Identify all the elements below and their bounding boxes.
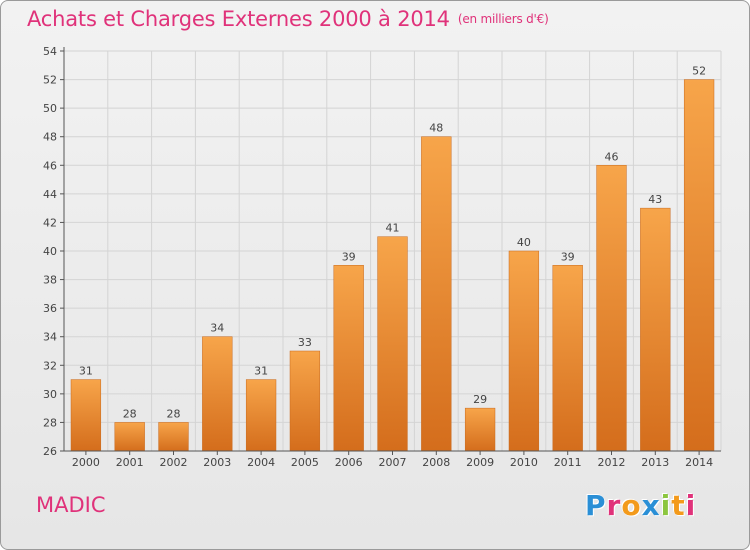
bar [333, 265, 364, 452]
data-label: 39 [342, 250, 356, 263]
x-tick-label: 2012 [598, 456, 626, 469]
data-label: 48 [429, 122, 443, 135]
bar [70, 379, 102, 452]
x-tick-label: 2000 [72, 456, 100, 469]
y-tick-label: 42 [43, 216, 57, 229]
bar [596, 165, 627, 452]
logo-letter: t [671, 489, 686, 522]
data-label: 41 [386, 222, 400, 235]
y-tick-label: 34 [43, 331, 57, 344]
x-tick-label: 2010 [510, 456, 538, 469]
y-tick-label: 28 [43, 416, 57, 429]
data-label: 52 [692, 65, 706, 78]
bar [202, 336, 233, 452]
data-label: 34 [210, 322, 224, 335]
axes: 26 28 30 32 34 36 38 40 42 44 46 48 50 52 54 2000 2001 20… [43, 45, 721, 469]
y-tick-label: 52 [43, 74, 57, 87]
x-tick-label: 2009 [466, 456, 494, 469]
data-label: 28 [123, 407, 137, 420]
bars: 31 28 28 34 31 33 39 41 48 29 40 39 46 43 52 [70, 65, 715, 452]
chart-subtitle: (en milliers d'€) [457, 12, 549, 26]
x-tick-label: 2003 [203, 456, 231, 469]
x-tick-label: 2004 [247, 456, 275, 469]
logo-letter: i [685, 489, 697, 522]
x-tick-label: 2002 [160, 456, 188, 469]
x-tick-label: 2014 [685, 456, 713, 469]
data-label: 29 [473, 393, 487, 406]
y-tick-label: 48 [43, 131, 57, 144]
chart-title: Achats et Charges Externes 2000 à 2014 (e… [27, 7, 549, 31]
logo-letter: i [660, 489, 672, 522]
x-tick-label: 2007 [379, 456, 407, 469]
data-label: 28 [167, 407, 181, 420]
bar [508, 250, 540, 452]
y-tick-label: 40 [43, 245, 57, 258]
y-tick-label: 50 [43, 102, 57, 115]
y-tick-label: 54 [43, 45, 57, 58]
data-label: 33 [298, 336, 312, 349]
x-tick-label: 2011 [554, 456, 582, 469]
bar [245, 379, 277, 452]
bar [464, 407, 496, 452]
data-label: 31 [254, 365, 268, 378]
x-tick-label: 2001 [116, 456, 144, 469]
bar [552, 265, 583, 452]
town-name: MADIC [36, 493, 106, 517]
bar [683, 79, 715, 452]
x-tick-label: 2008 [422, 456, 450, 469]
bar [421, 136, 452, 452]
x-tick-label: 2005 [291, 456, 319, 469]
logo-letter: P [585, 489, 607, 522]
x-tick-label: 2013 [641, 456, 669, 469]
logo-letter: r [606, 489, 622, 522]
y-tick-label: 44 [43, 188, 57, 201]
x-tick-label: 2006 [335, 456, 363, 469]
data-label: 46 [605, 150, 619, 163]
data-label: 43 [648, 193, 662, 206]
logo-letter: x [641, 489, 661, 522]
y-tick-label: 32 [43, 359, 57, 372]
bar [289, 350, 321, 452]
y-tick-label: 36 [43, 302, 57, 315]
y-tick-label: 26 [43, 445, 57, 458]
y-tick-label: 38 [43, 274, 57, 287]
bar [640, 207, 671, 452]
data-label: 39 [561, 250, 575, 263]
proxiti-logo: Proxiti [585, 489, 696, 522]
data-label: 31 [79, 365, 93, 378]
y-tick-label: 30 [43, 388, 57, 401]
bar [114, 422, 145, 452]
bar [377, 236, 408, 452]
data-label: 40 [517, 236, 531, 249]
logo-letter: o [621, 489, 642, 522]
y-tick-label: 46 [43, 159, 57, 172]
bar [158, 422, 189, 452]
